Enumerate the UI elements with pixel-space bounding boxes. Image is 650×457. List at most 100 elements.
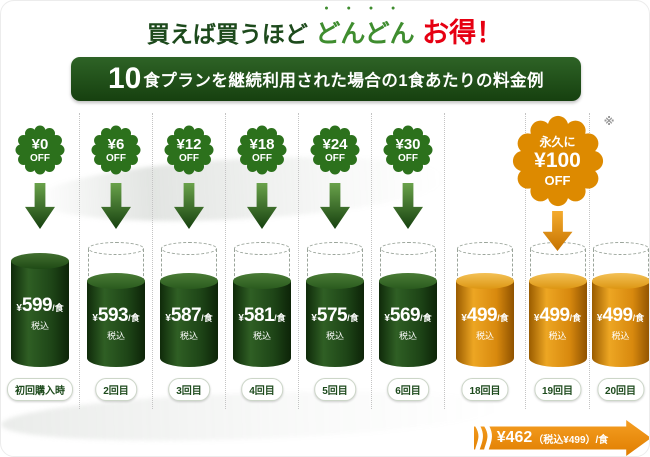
permanent-discount-badge: 永久に ¥100 OFF ※ (512, 115, 615, 207)
break-squiggle-icon (474, 422, 492, 456)
cylinder-ghost-top (234, 242, 290, 281)
tax-note: 税込 (548, 330, 567, 341)
badge-off: OFF (252, 152, 272, 164)
banner-number: 10 (107, 62, 142, 95)
badge-off: OFF (544, 172, 571, 188)
price-text: ¥587/食 税込 (160, 305, 218, 342)
round-label: 6回目 (387, 378, 429, 401)
plan-banner: 10 食プランを継続利用された場合の1食あたりの料金例 (71, 57, 581, 101)
title-part-emphasis: どんどん (315, 5, 414, 50)
price-text: ¥575/食 税込 (306, 305, 364, 342)
title-part-dark: 買えば買うほど (146, 21, 308, 47)
badge-off: OFF (325, 152, 345, 164)
seal-burst-icon (383, 125, 433, 175)
price-cylinder: ¥599/食 税込 (11, 253, 69, 367)
column-6th: ¥30 OFF ¥569/食 税込 6回目 (371, 113, 444, 409)
tax-note: 税込 (475, 330, 494, 341)
badge-off: OFF (106, 152, 126, 164)
cylinder-top (87, 273, 145, 289)
seal-burst-icon (91, 125, 141, 175)
cylinder-ghost-top (380, 242, 436, 281)
cylinder-top (306, 273, 364, 289)
column-5th: ¥24 OFF ¥575/食 税込 5回目 (298, 113, 371, 409)
arrow-down-icon (320, 183, 350, 229)
arrow-down-icon (247, 183, 277, 229)
seal-burst-icon (512, 115, 603, 207)
price-cylinder: ¥569/食 税込 (379, 273, 437, 367)
continued-price-sub: （税込¥499）/食 (533, 434, 609, 446)
badge-amount: ¥6 (107, 135, 125, 153)
tax-note: 税込 (398, 330, 417, 341)
price-text: ¥499/食 税込 (456, 305, 514, 342)
cylinder-ghost-top (592, 242, 649, 281)
banner-text: 食プランを継続利用された場合の1食あたりの料金例 (143, 72, 545, 90)
column-4th: ¥18 OFF ¥581/食 税込 4回目 (225, 113, 298, 409)
tax-note: 税込 (30, 320, 49, 331)
tax-note: 税込 (325, 330, 344, 341)
arrow-down-icon (174, 183, 204, 229)
price-columns: ¥0 OFF ¥599/食 税込 初回購入時 ¥6 OFF (1, 113, 650, 409)
round-label: 3回目 (168, 378, 210, 401)
continued-price-main: ¥462 (496, 429, 533, 446)
discount-badge: ¥24 OFF (310, 125, 360, 175)
price-text: ¥499/食 税込 (592, 305, 650, 342)
price-text: ¥569/食 税込 (379, 305, 437, 342)
title-part-red: お得！ (422, 18, 504, 48)
badge-line1: 永久に (539, 134, 576, 149)
round-label: 初回購入時 (7, 378, 73, 401)
round-label: 18回目 (461, 378, 509, 401)
discount-badge: ¥6 OFF (91, 125, 141, 175)
cylinder-top (528, 273, 587, 289)
discount-badge: ¥18 OFF (237, 125, 287, 175)
cylinder-top (11, 253, 69, 269)
badge-amount: ¥12 (176, 135, 202, 153)
cylinder-top (591, 273, 649, 289)
tax-note: 税込 (106, 330, 125, 341)
price-text: ¥499/食 税込 (529, 305, 587, 342)
seal-burst-icon (15, 125, 65, 175)
price-cylinder: ¥593/食 税込 (87, 273, 145, 367)
round-label: 19回目 (533, 378, 582, 401)
discount-badge: ¥30 OFF (383, 125, 433, 175)
round-label: 2回目 (95, 378, 137, 401)
cylinder-top (379, 273, 437, 289)
asterisk-note: ※ (603, 116, 615, 128)
tax-note: 税込 (179, 330, 198, 341)
badge-off: OFF (398, 152, 418, 164)
badge-off: OFF (179, 152, 199, 164)
cylinder-ghost-top (307, 242, 363, 281)
badge-amount: ¥100 (534, 148, 581, 172)
cylinder-top (233, 273, 291, 289)
column-19th: 永久に ¥100 OFF ※ ¥499/食 税込 19回目 (512, 113, 615, 409)
discount-badge: ¥12 OFF (164, 125, 214, 175)
column-3rd: ¥12 OFF ¥587/食 税込 3回目 (152, 113, 225, 409)
cylinder-top (160, 273, 218, 289)
page-title: 買えば買うほど どんどん お得！ (1, 5, 649, 50)
price-cylinder: ¥587/食 税込 (160, 273, 218, 367)
price-cylinder: ¥499/食 税込 (528, 273, 587, 367)
badge-amount: ¥0 (31, 135, 49, 153)
cylinder-ghost-top (161, 242, 217, 281)
discount-badge: ¥0 OFF (15, 125, 65, 175)
arrow-down-icon (101, 183, 131, 229)
tax-note: 税込 (252, 330, 271, 341)
badge-amount: ¥24 (322, 135, 348, 153)
column-2nd: ¥6 OFF ¥593/食 税込 2回目 (79, 113, 152, 409)
price-text: ¥581/食 税込 (233, 305, 291, 342)
badge-off: OFF (30, 152, 50, 164)
column-18th: ¥499/食 税込 18回目 (444, 113, 525, 409)
seal-burst-icon (310, 125, 360, 175)
arrow-down-icon (25, 183, 55, 229)
price-cylinder: ¥575/食 税込 (306, 273, 364, 367)
column-first-purchase: ¥0 OFF ¥599/食 税込 初回購入時 (1, 113, 79, 409)
price-cylinder: ¥499/食 税込 (591, 273, 650, 367)
price-text: ¥593/食 税込 (87, 305, 145, 342)
seal-burst-icon (237, 125, 287, 175)
seal-burst-icon (164, 125, 214, 175)
cylinder-top (456, 273, 514, 289)
round-label: 4回目 (241, 378, 283, 401)
cylinder-ghost-top (457, 242, 513, 281)
badge-amount: ¥18 (249, 135, 275, 153)
price-cylinder: ¥581/食 税込 (233, 273, 291, 367)
